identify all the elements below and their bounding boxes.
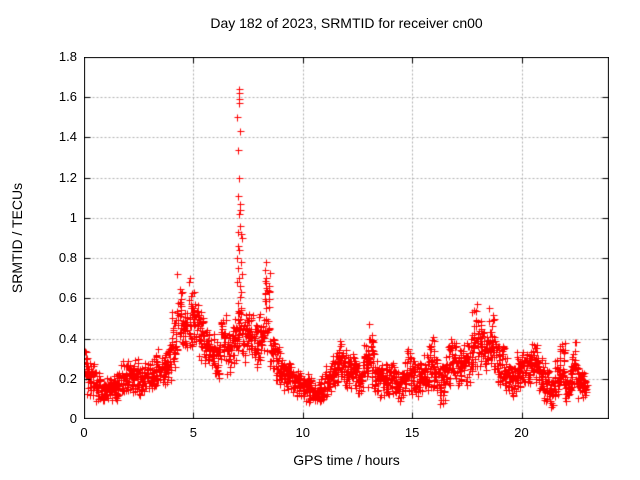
y-tick-label: 0.2 <box>58 370 77 386</box>
y-tick-label: 1.8 <box>58 49 77 64</box>
x-tick-label: 15 <box>404 425 420 440</box>
y-tick-label: 1.4 <box>58 129 77 145</box>
y-tick-label: 1 <box>69 209 77 225</box>
x-tick-label: 5 <box>189 425 197 440</box>
y-tick-label: 1.6 <box>58 89 77 105</box>
y-tick-label: 0 <box>69 411 77 426</box>
y-tick-label: 1.2 <box>58 169 77 185</box>
x-axis-label: GPS time / hours <box>293 452 400 468</box>
y-axis-label-text: SRMTID / TECUs <box>9 182 25 294</box>
plot-area <box>84 57 609 419</box>
y-tick-label: 0.6 <box>58 290 77 306</box>
x-tick-label: 20 <box>514 425 529 440</box>
y-tick-label: 0.8 <box>58 250 77 266</box>
x-tick-label: 10 <box>295 425 310 440</box>
x-tick-label: 0 <box>80 425 88 440</box>
y-tick-label: 0.4 <box>58 330 77 346</box>
chart-title: Day 182 of 2023, SRMTID for receiver cn0… <box>210 15 483 31</box>
